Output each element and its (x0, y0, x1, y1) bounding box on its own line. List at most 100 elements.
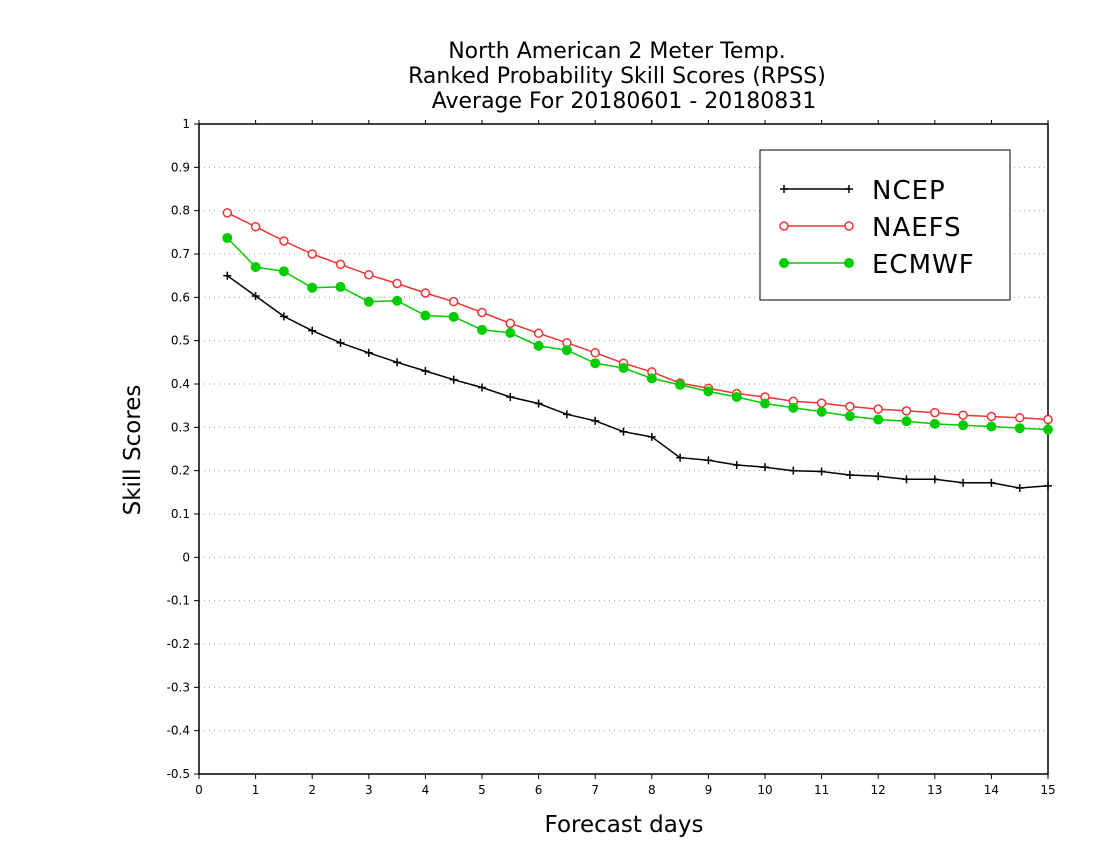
data-point-ecmwf (873, 414, 884, 425)
data-point-ecmwf (760, 398, 770, 409)
data-point-naefs (590, 348, 600, 358)
data-point-ncep (364, 348, 373, 357)
data-point-ecmwf (590, 358, 601, 369)
data-point-ncep (251, 292, 260, 301)
x-axis-label: Forecast days (545, 812, 704, 838)
legend-box (759, 149, 1011, 301)
data-point-ncep (449, 375, 458, 384)
data-point-ecmwf (675, 379, 686, 390)
chart-title-line-3: Average For 20180601 - 20180831 (432, 89, 817, 114)
x-tick-label: 1 (252, 783, 260, 797)
data-point-naefs (448, 296, 459, 307)
y-tick-label: 0 (182, 550, 190, 564)
data-point-ncep (619, 427, 628, 436)
data-point-naefs (845, 401, 855, 412)
legend-entry-ecmwf: ECMWF (779, 250, 975, 280)
y-tick-label: 0.4 (171, 377, 190, 391)
data-point-ecmwf (250, 262, 261, 272)
y-tick-label: 0.6 (171, 290, 190, 304)
y-tick-label: -0.3 (167, 680, 190, 694)
y-tick-label: 0.8 (171, 204, 190, 218)
legend-label-ncep: NCEP (872, 176, 946, 206)
data-point-ncep (279, 312, 288, 321)
data-point-naefs (1043, 414, 1053, 425)
data-point-naefs (901, 406, 912, 416)
chart-title-line-1: North American 2 Meter Temp. (448, 39, 786, 64)
legend-marker-naefs (779, 221, 789, 231)
data-point-ecmwf (505, 327, 516, 338)
data-point-ecmwf (788, 402, 799, 413)
data-point-ecmwf (703, 386, 714, 397)
data-point-ncep (732, 461, 741, 470)
chart-title-line-2: Ranked Probability Skill Scores (RPSS) (408, 64, 826, 89)
data-point-naefs (250, 221, 261, 232)
data-point-ecmwf (363, 296, 374, 307)
data-point-naefs (958, 410, 968, 420)
y-axis-label: Skill Scores (120, 385, 146, 516)
x-tick-label: 10 (757, 783, 772, 797)
data-point-ncep (817, 467, 826, 476)
data-point-ncep (562, 410, 571, 419)
data-point-ecmwf (278, 266, 289, 277)
data-point-ecmwf (958, 420, 969, 431)
data-point-naefs (986, 411, 997, 422)
data-point-ncep (223, 271, 232, 280)
data-point-ecmwf (1043, 424, 1053, 435)
data-point-ecmwf (844, 411, 855, 422)
data-point-naefs (364, 270, 374, 280)
data-point-naefs (1014, 413, 1025, 423)
legend-label-naefs: NAEFS (872, 213, 962, 243)
data-point-ecmwf (986, 421, 997, 432)
series-ncep (223, 271, 1052, 492)
x-tick-label: 3 (365, 783, 373, 797)
data-point-ncep (506, 393, 515, 401)
data-point-ecmwf (1014, 423, 1025, 434)
series-line-ncep (226, 275, 1049, 489)
x-tick-label: 2 (308, 783, 316, 797)
data-point-ncep (647, 432, 656, 441)
data-point-ecmwf (477, 324, 487, 335)
y-tick-label: -0.1 (167, 594, 190, 608)
data-point-ncep (393, 358, 402, 367)
x-tick-label: 4 (422, 783, 430, 797)
legend-marker-ncep (780, 185, 788, 193)
data-point-naefs (307, 249, 317, 259)
data-point-ecmwf (618, 362, 629, 373)
data-point-naefs (477, 307, 487, 318)
data-point-ncep (789, 466, 798, 475)
data-point-ncep (336, 338, 345, 347)
data-point-naefs (222, 208, 233, 218)
data-point-ecmwf (646, 373, 657, 384)
data-point-ecmwf (420, 310, 431, 321)
data-point-ncep (902, 475, 911, 484)
data-point-ecmwf (533, 340, 544, 351)
legend-label-ecmwf: ECMWF (872, 250, 975, 280)
data-point-ncep (478, 383, 486, 392)
data-point-naefs (420, 288, 431, 298)
data-point-ncep (1044, 481, 1052, 490)
x-tick-label: 6 (535, 783, 543, 797)
x-tick-label: 5 (478, 783, 486, 797)
legend-marker-ecmwf (779, 258, 789, 268)
axes: 1 0.9 0.8 0.7 0.6 0.5 0.4 0.3 0.2 0.1 0 -0.1 -0.2 -0.… (167, 117, 1056, 797)
data-series (222, 208, 1053, 492)
chart-legend: NCEP NAEFS ECMWF (759, 149, 1011, 301)
data-point-ncep (845, 471, 854, 479)
y-tick-label: 0.9 (171, 160, 190, 174)
data-point-ecmwf (901, 416, 912, 427)
data-point-naefs (873, 404, 883, 414)
data-point-ncep (591, 416, 600, 425)
data-point-ecmwf (307, 282, 318, 293)
y-tick-label: 0.1 (171, 507, 190, 521)
data-point-naefs (816, 398, 827, 408)
y-tick-label: 1 (182, 117, 190, 131)
data-point-ncep (704, 456, 713, 465)
y-tick-label: 0.2 (171, 464, 190, 478)
data-point-ncep (761, 463, 769, 472)
data-point-ecmwf (561, 345, 572, 356)
data-point-naefs (930, 407, 940, 418)
x-tick-label: 11 (814, 783, 829, 797)
data-point-ncep (1015, 484, 1024, 492)
y-tick-label: -0.2 (167, 637, 190, 651)
